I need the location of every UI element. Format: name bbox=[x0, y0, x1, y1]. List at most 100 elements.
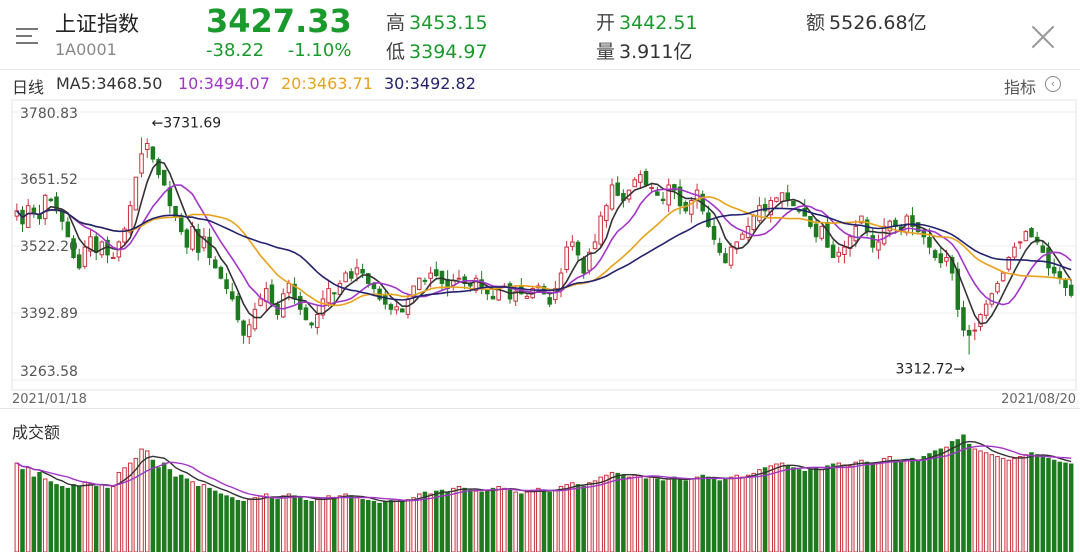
volume-bar bbox=[592, 480, 598, 552]
volume-bar bbox=[366, 500, 371, 552]
candle-body bbox=[93, 236, 99, 253]
candle-body bbox=[286, 282, 292, 294]
volume-bar bbox=[706, 476, 711, 552]
volume-ma5-line bbox=[16, 440, 1072, 503]
volume-bar bbox=[1023, 454, 1029, 552]
volume-bar bbox=[672, 476, 677, 552]
volume-bar bbox=[320, 497, 326, 552]
candle-body bbox=[876, 241, 881, 251]
volume-bar bbox=[139, 448, 144, 552]
volume-bar bbox=[451, 487, 456, 552]
volume-bar bbox=[292, 495, 297, 552]
candle-body bbox=[881, 225, 887, 245]
volume-bar bbox=[966, 443, 972, 552]
candle-body bbox=[127, 205, 133, 233]
volume-bar bbox=[660, 480, 666, 552]
volume-bar bbox=[315, 499, 320, 552]
volume-bar bbox=[479, 491, 484, 552]
index-code: 1A0001 bbox=[55, 40, 117, 59]
volume-bar bbox=[252, 497, 258, 552]
volume-bar bbox=[774, 463, 779, 552]
volume-bar bbox=[349, 495, 354, 552]
volume-bar bbox=[184, 478, 190, 552]
volume-bar bbox=[377, 502, 382, 552]
volume-bar bbox=[1017, 456, 1023, 552]
volume-bar bbox=[190, 481, 195, 552]
candle-body bbox=[842, 246, 847, 255]
candle-body bbox=[422, 279, 428, 282]
candle-body bbox=[643, 171, 649, 186]
index-name: 上证指数 bbox=[55, 12, 139, 36]
low-label: 低 bbox=[386, 41, 406, 63]
volume-bar bbox=[694, 476, 700, 552]
volume-bar bbox=[932, 450, 938, 552]
candle-body bbox=[989, 293, 995, 305]
menu-icon[interactable] bbox=[16, 28, 38, 46]
volume-bar bbox=[632, 474, 637, 552]
volume-bar bbox=[1057, 461, 1063, 552]
candle-body bbox=[218, 266, 224, 279]
volume-bar bbox=[297, 497, 303, 552]
candle-body bbox=[632, 179, 637, 188]
indicator-button[interactable]: 指标 bbox=[1004, 78, 1037, 97]
ma10-value: 10:3494.07 bbox=[178, 74, 270, 93]
volume-bar bbox=[723, 478, 728, 552]
candle-body bbox=[853, 225, 859, 242]
volume-bar bbox=[144, 450, 150, 552]
candle-body bbox=[349, 271, 354, 279]
candle-body bbox=[332, 292, 337, 295]
volume-bar bbox=[502, 487, 507, 552]
volume-bar bbox=[218, 493, 224, 552]
candle-body bbox=[870, 235, 876, 248]
volume-bar bbox=[921, 456, 927, 552]
ma30-value: 30:3492.82 bbox=[384, 74, 476, 93]
candle-body bbox=[1000, 272, 1006, 282]
amount-label: 额 bbox=[806, 12, 826, 34]
volume-bar bbox=[524, 491, 530, 552]
volume-bar bbox=[212, 490, 218, 552]
candle-body bbox=[762, 204, 768, 212]
volume-bar bbox=[944, 446, 949, 552]
candle-body bbox=[768, 200, 773, 216]
volume-bar bbox=[791, 467, 796, 552]
chevron-left-icon[interactable]: ‹ bbox=[1045, 76, 1061, 92]
candle-body bbox=[955, 268, 961, 310]
close-icon[interactable] bbox=[1030, 24, 1056, 50]
candle-body bbox=[235, 295, 241, 321]
volume-bar bbox=[949, 441, 955, 552]
volume-bar bbox=[173, 476, 178, 552]
volume-bar bbox=[638, 476, 643, 552]
volume-bar bbox=[598, 476, 603, 552]
candle-body bbox=[740, 233, 745, 240]
volume-bar bbox=[105, 487, 110, 552]
candle-body bbox=[547, 297, 552, 305]
candle-body bbox=[354, 267, 360, 275]
volume-bar bbox=[161, 462, 167, 552]
volume-bar bbox=[59, 485, 65, 552]
volume-bar bbox=[1006, 459, 1012, 552]
candle-body bbox=[167, 187, 173, 207]
change-value: -38.22 bbox=[206, 40, 265, 61]
ma-legend-bar: 日线 MA5:3468.50 10:3494.07 20:3463.71 30:… bbox=[0, 70, 1080, 98]
volume-bar bbox=[354, 497, 360, 552]
candle-body bbox=[417, 277, 422, 290]
candle-body bbox=[139, 153, 144, 174]
candle-body bbox=[31, 207, 37, 214]
volume-bar bbox=[127, 462, 133, 552]
current-price: 3427.33 bbox=[206, 2, 352, 40]
candle-body bbox=[813, 223, 819, 238]
candle-body bbox=[201, 236, 207, 249]
volume-bar bbox=[195, 485, 201, 552]
volume-bar bbox=[830, 463, 836, 552]
volume-bar bbox=[938, 448, 944, 552]
candle-body bbox=[983, 303, 989, 316]
chart-divider bbox=[0, 408, 1080, 409]
candle-body bbox=[258, 298, 263, 306]
volume-bar bbox=[246, 499, 252, 552]
candle-body bbox=[655, 191, 660, 196]
ma20-value: 20:3463.71 bbox=[281, 74, 373, 93]
candle-body bbox=[490, 295, 496, 300]
period-label[interactable]: 日线 bbox=[12, 78, 45, 97]
volume-bar bbox=[167, 469, 173, 552]
volume-bar bbox=[468, 489, 473, 552]
